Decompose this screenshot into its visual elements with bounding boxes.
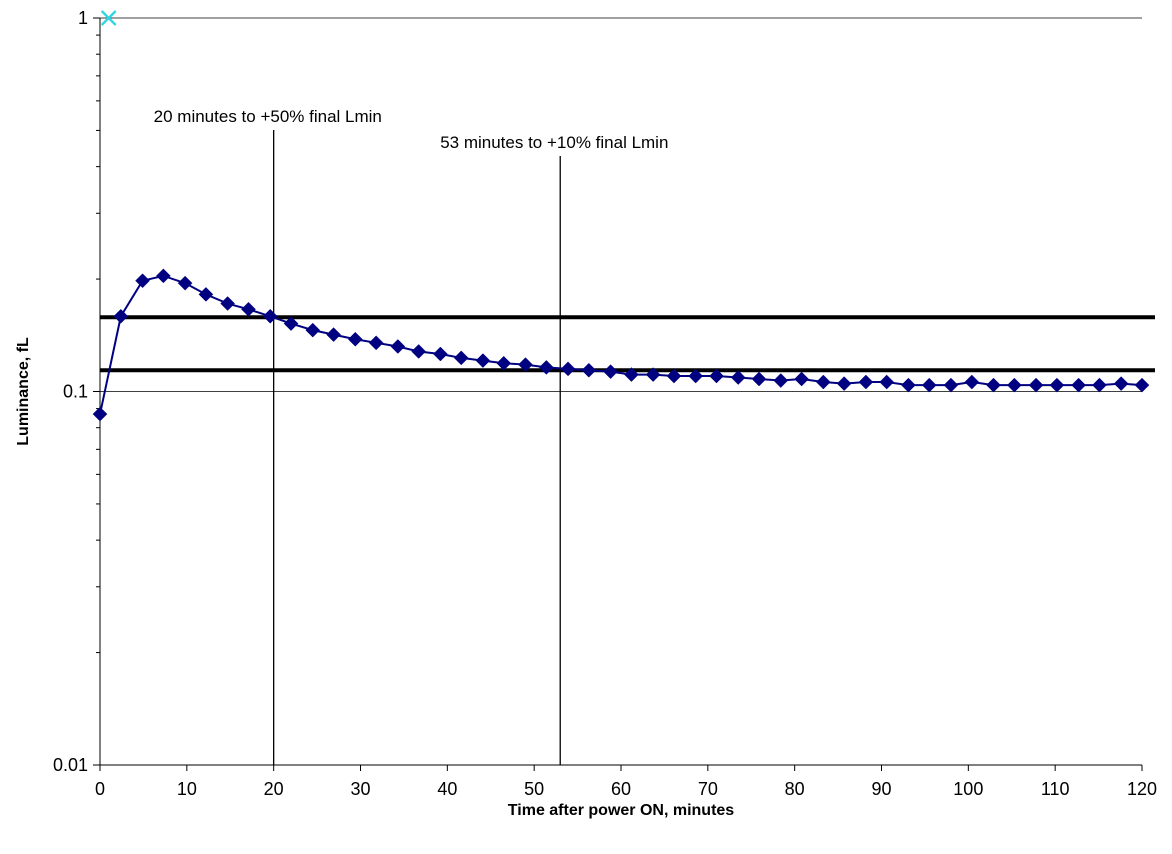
data-point-diamond	[475, 353, 491, 368]
data-point-diamond	[283, 316, 299, 331]
x-tick-label: 40	[437, 779, 457, 799]
data-point-diamond	[1071, 377, 1086, 393]
data-point-diamond	[1113, 376, 1129, 391]
data-point-diamond	[730, 370, 746, 385]
data-point-diamond	[347, 331, 363, 347]
data-point-diamond	[113, 308, 129, 324]
data-series	[92, 10, 1150, 422]
data-point-diamond	[666, 368, 682, 384]
data-point-diamond	[326, 327, 341, 342]
data-point-diamond	[751, 371, 767, 387]
x-axis-title: Time after power ON, minutes	[508, 802, 735, 819]
data-point-diamond	[92, 406, 108, 422]
data-point-diamond	[709, 368, 724, 384]
x-tick-label: 70	[698, 779, 718, 799]
x-tick-label: 100	[953, 779, 983, 799]
data-point-diamond	[538, 360, 554, 375]
data-point-diamond	[921, 377, 937, 393]
x-tick-label: 110	[1041, 779, 1070, 799]
data-point-diamond	[603, 364, 618, 380]
reference-lines	[100, 130, 1155, 765]
data-point-diamond	[220, 296, 235, 311]
gridlines	[100, 17, 1142, 766]
data-point-diamond	[1006, 377, 1022, 393]
y-tick-label: 0.01	[53, 755, 88, 775]
x-tick-label: 30	[350, 779, 370, 799]
data-point-diamond	[773, 373, 789, 388]
data-point-diamond	[560, 361, 576, 377]
x-tick-label: 120	[1127, 779, 1157, 799]
data-point-diamond	[518, 357, 533, 373]
data-point-diamond	[453, 350, 469, 366]
x-tick-label: 20	[264, 779, 284, 799]
data-point-diamond	[177, 275, 193, 291]
data-point-diamond	[581, 362, 597, 378]
y-tick-label: 1	[78, 8, 88, 28]
y-tick-label: 0.1	[63, 382, 88, 402]
data-point-diamond	[1028, 377, 1044, 393]
y-axis-title: Luminance, fL	[15, 337, 32, 446]
annotation-label: 20 minutes to +50% final Lmin	[154, 107, 382, 126]
data-point-diamond	[262, 308, 278, 324]
series-line	[99, 274, 1143, 415]
cross-stroke	[100, 10, 117, 26]
data-point-diamond	[1049, 377, 1065, 393]
data-point-diamond	[1092, 377, 1107, 393]
data-point-diamond	[156, 268, 171, 284]
data-point-diamond	[390, 339, 406, 354]
data-point-diamond	[198, 287, 214, 302]
data-point-diamond	[135, 273, 150, 289]
data-point-diamond	[624, 367, 639, 382]
data-point-diamond	[901, 377, 916, 393]
x-tick-label: 60	[611, 779, 631, 799]
data-point-diamond	[241, 301, 256, 317]
data-point-diamond	[433, 346, 448, 362]
data-point-diamond	[879, 374, 895, 390]
data-point-diamond	[496, 355, 512, 371]
data-point-diamond	[943, 377, 959, 393]
data-point-diamond	[305, 322, 321, 338]
axes	[93, 17, 1143, 771]
x-tick-label: 10	[177, 779, 197, 799]
labels: Time after power ON, minutes Luminance, …	[15, 8, 1157, 819]
annotation-label: 53 minutes to +10% final Lmin	[440, 133, 668, 152]
x-tick-label: 80	[785, 779, 805, 799]
data-point-diamond	[858, 374, 874, 390]
x-tick-label: 50	[524, 779, 544, 799]
data-point-cross	[100, 10, 117, 26]
data-point-diamond	[794, 371, 809, 387]
data-point-diamond	[836, 376, 852, 391]
data-point-diamond	[815, 374, 831, 390]
data-point-diamond	[645, 367, 661, 382]
data-point-diamond	[964, 374, 980, 390]
data-point-diamond	[1134, 377, 1150, 393]
data-point-diamond	[411, 344, 427, 359]
data-point-diamond	[986, 377, 1001, 393]
x-tick-label: 0	[95, 779, 105, 799]
data-point-diamond	[688, 368, 704, 384]
x-tick-label: 90	[871, 779, 891, 799]
data-point-diamond	[368, 335, 384, 351]
